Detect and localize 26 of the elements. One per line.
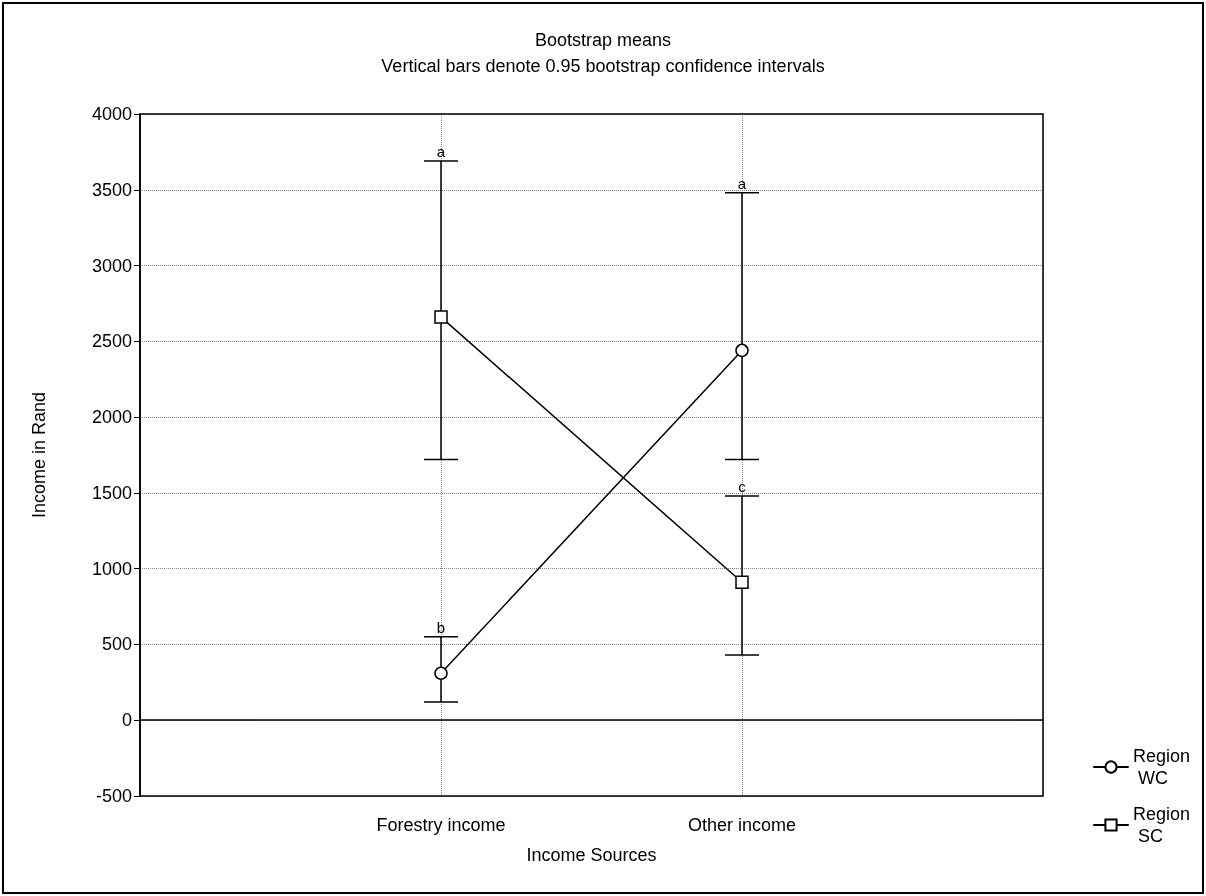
annotation: a [737,174,747,192]
annotation: b [436,618,446,636]
chart-subtitle: Vertical bars denote 0.95 bootstrap confidence intervals [381,56,825,76]
point [735,575,749,590]
chart-title: Bootstrap means [534,30,672,50]
y-axis-title: Income in Rand [29,391,49,519]
x-tick-label: Forestry income [376,815,506,835]
y-tick-label: 1000 [91,558,132,579]
point [434,310,448,324]
y-tick-label: 1500 [91,482,132,503]
y-tick-label: 3000 [91,255,132,276]
y-tick-label: 500 [101,634,132,655]
x-axis-title: Income Sources [526,845,657,865]
y-tick-label: -500 [95,786,132,806]
point [434,666,448,680]
y-tick-label: 2000 [91,407,132,428]
y-tick-label: 0 [121,710,132,731]
y-tick-label: 3500 [91,179,132,200]
point [735,343,749,358]
annotation: c [738,477,747,495]
y-tick-label: 4000 [91,104,132,124]
x-tick-label: Other income [687,815,797,835]
y-tick-label: 2500 [91,331,132,352]
annotation: a [436,142,446,160]
legend-label: Region WC [1133,746,1191,788]
legend-label: Region SC [1133,804,1191,846]
